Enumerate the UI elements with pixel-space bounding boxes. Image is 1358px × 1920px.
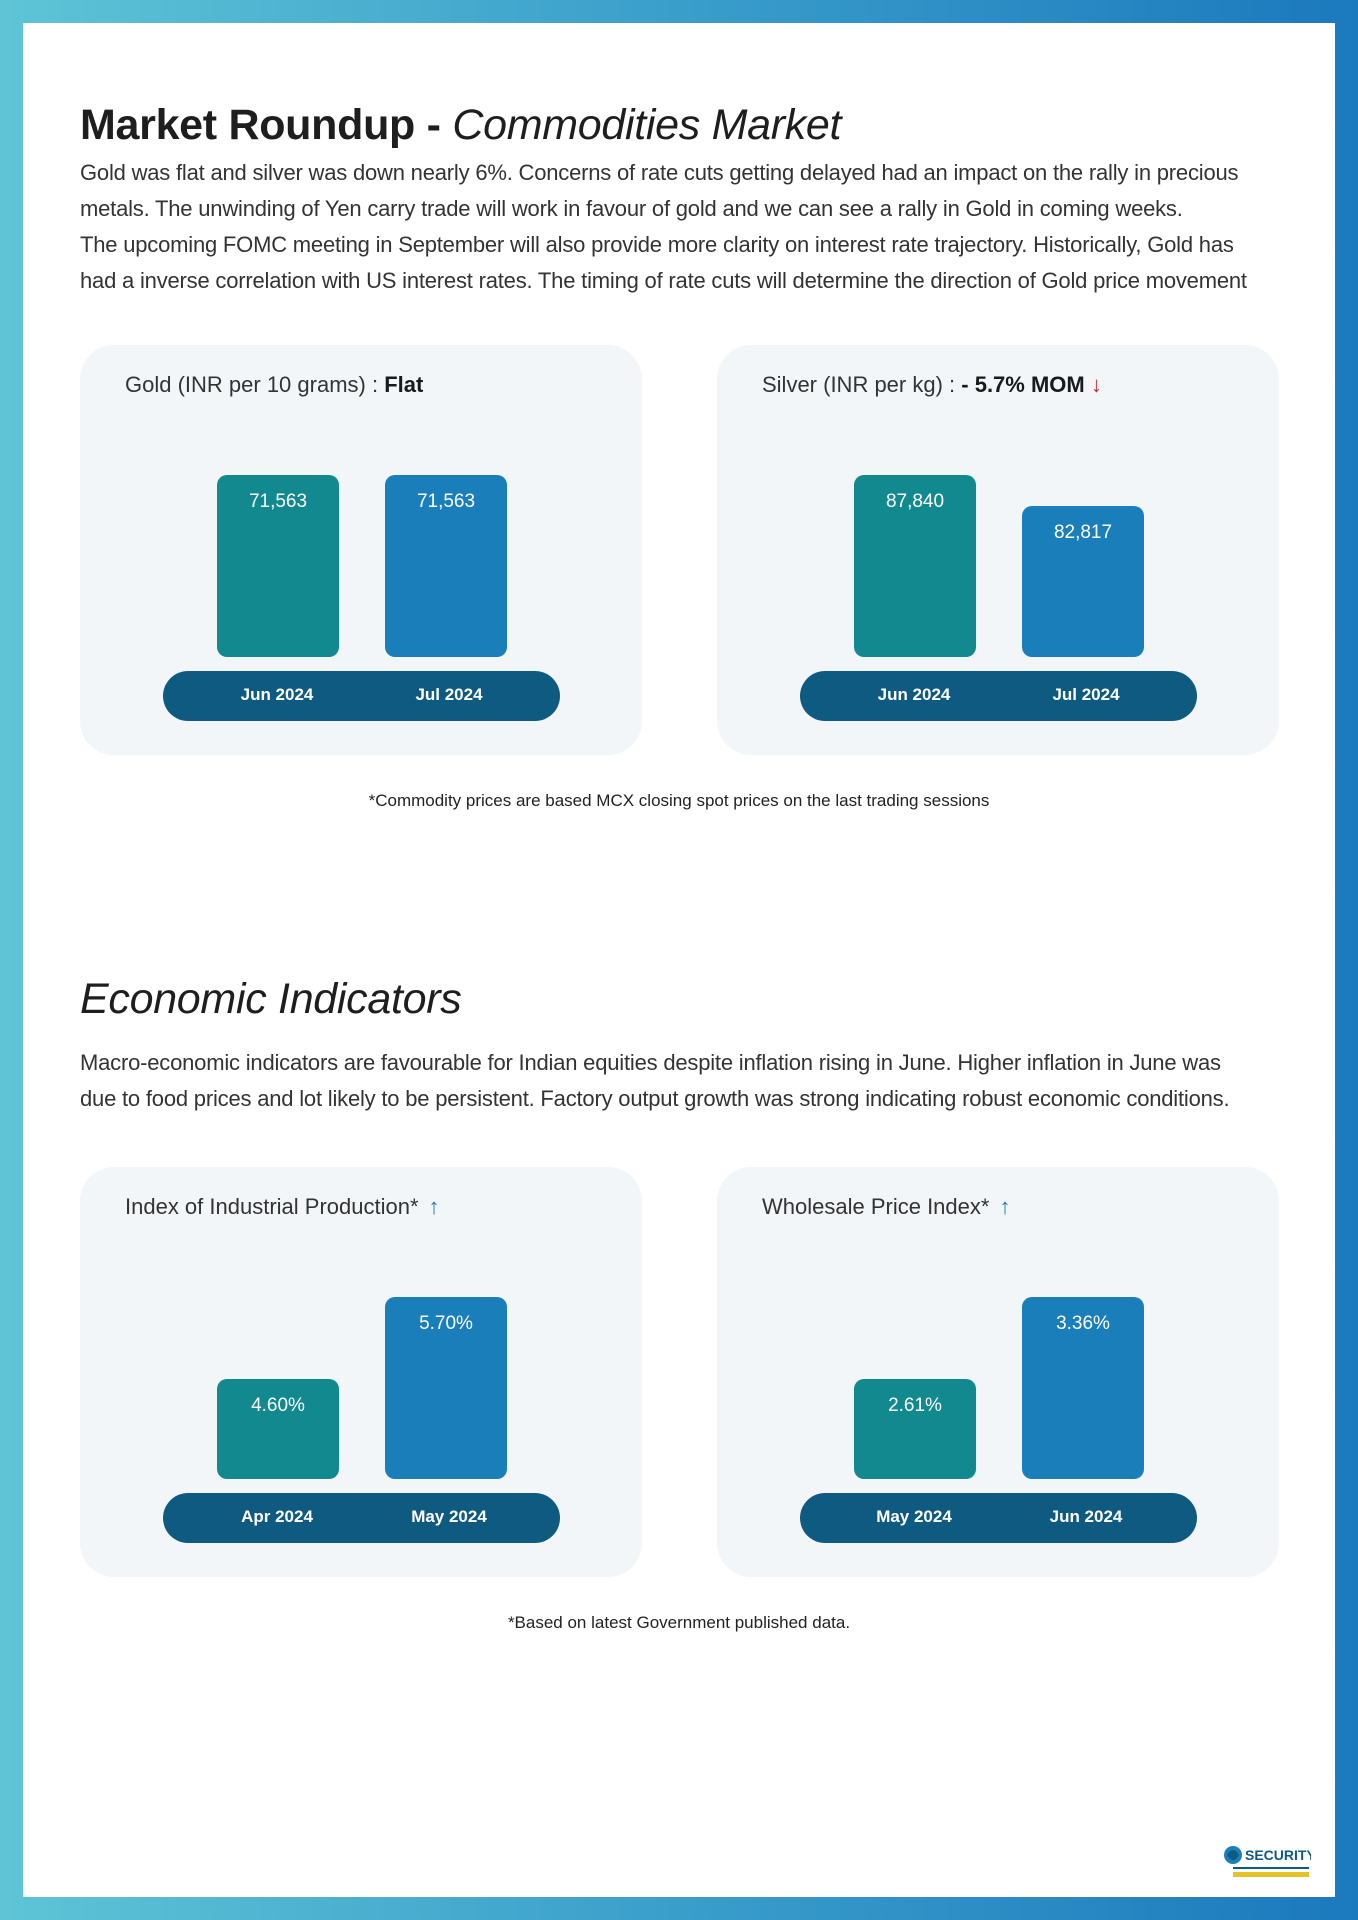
iip-bar-2: 5.70%: [385, 1297, 507, 1479]
paragraph-line: Gold was flat and silver was down nearly…: [80, 160, 1239, 185]
arrow-up-icon: ↑: [428, 1194, 440, 1219]
paragraph-line: Macro-economic indicators are favourable…: [80, 1050, 1221, 1075]
company-logo: SECURITY: [1223, 1841, 1316, 1883]
wpi-card: Wholesale Price Index* ↑ 2.61% 3.36% May 20…: [717, 1167, 1279, 1577]
iip-bar-value-label: 4.60%: [251, 1395, 305, 1416]
gold-bar-1: 71,563: [217, 475, 339, 657]
gold-category-label: Jul 2024: [415, 685, 483, 704]
gold-chart: 71,563 71,563 Jun 2024 Jul 2024: [80, 345, 642, 755]
iip-category-label: May 2024: [411, 1507, 487, 1526]
silver-bar-2: 82,817: [1022, 506, 1144, 657]
gold-status: Flat: [384, 372, 424, 397]
silver-status: - 5.7% MOM: [961, 372, 1085, 397]
wpi-chart: 2.61% 3.36% May 2024 Jun 2024: [717, 1167, 1279, 1577]
wpi-category-label: Jun 2024: [1049, 1507, 1123, 1526]
wpi-card-title: Wholesale Price Index* ↑: [762, 1191, 1010, 1223]
silver-card-title: Silver (INR per kg) : - 5.7% MOM ↓: [762, 369, 1102, 401]
economic-heading: Economic Indicators: [80, 975, 462, 1023]
wpi-category-axis: May 2024 Jun 2024: [800, 1493, 1197, 1543]
wpi-bar-1: 2.61%: [854, 1379, 976, 1479]
gold-bar-2: 71,563: [385, 475, 507, 657]
silver-card: Silver (INR per kg) : - 5.7% MOM ↓ 87,84…: [717, 345, 1279, 755]
iip-card: Index of Industrial Production* ↑ 4.60% 5.…: [80, 1167, 642, 1577]
iip-category-label: Apr 2024: [241, 1507, 313, 1526]
gold-card: Gold (INR per 10 grams) : Flat 71,563 71,…: [80, 345, 642, 755]
report-page: Market Roundup - Commodities Market Gold…: [23, 23, 1335, 1897]
silver-category-label: Jun 2024: [877, 685, 951, 704]
paragraph-line: The upcoming FOMC meeting in September w…: [80, 232, 1234, 257]
silver-bar-value-label: 82,817: [1053, 522, 1113, 543]
wpi-bar-2: 3.36%: [1022, 1297, 1144, 1479]
iip-bar-value-label: 5.70%: [419, 1313, 473, 1334]
arrow-up-icon: ↑: [999, 1194, 1011, 1219]
paragraph-line: due to food prices and lot likely to be …: [80, 1086, 1230, 1111]
silver-category-axis: Jun 2024 Jul 2024: [800, 671, 1197, 721]
silver-chart: 87,840 82,817 Jun 2024 Jul 2024: [717, 345, 1279, 755]
svg-text:SECURITY: SECURITY: [1245, 1847, 1311, 1863]
gold-category-label: Jun 2024: [240, 685, 314, 704]
economic-footnote: *Based on latest Government published da…: [507, 1613, 851, 1632]
gold-bar-value-label: 71,563: [248, 491, 308, 512]
wpi-category-label: May 2024: [876, 1507, 952, 1526]
heading-bold-part: Market Roundup -: [80, 101, 453, 149]
economic-paragraph: Macro-economic indicators are favourable…: [80, 1045, 1320, 1117]
silver-title-text: Silver (INR per kg) :: [762, 372, 962, 397]
wpi-bar-value-label: 3.36%: [1056, 1313, 1110, 1334]
iip-card-title: Index of Industrial Production* ↑: [125, 1191, 440, 1223]
silver-bar-value-label: 87,840: [885, 491, 945, 512]
paragraph-line: metals. The unwinding of Yen carry trade…: [80, 196, 1183, 221]
wpi-bar-value-label: 2.61%: [888, 1395, 942, 1416]
gold-bar-value-label: 71,563: [416, 491, 476, 512]
iip-bar-1: 4.60%: [217, 1379, 339, 1479]
commodities-paragraph: Gold was flat and silver was down nearly…: [80, 155, 1320, 299]
iip-chart: 4.60% 5.70% Apr 2024 May 2024: [80, 1167, 642, 1577]
iip-category-axis: Apr 2024 May 2024: [163, 1493, 560, 1543]
silver-bar-1: 87,840: [854, 475, 976, 657]
heading-italic-part: Commodities Market: [452, 101, 842, 149]
iip-title-text: Index of Industrial Production*: [125, 1194, 419, 1219]
gold-title-text: Gold (INR per 10 grams) :: [125, 372, 385, 397]
silver-category-label: Jul 2024: [1052, 685, 1120, 704]
commodities-heading: Market Roundup - Commodities Market: [80, 97, 842, 153]
paragraph-line: had a inverse correlation with US intere…: [80, 268, 1247, 293]
arrow-down-icon: ↓: [1090, 372, 1102, 397]
gold-category-axis: Jun 2024 Jul 2024: [163, 671, 560, 721]
commodities-footnote: *Commodity prices are based MCX closing …: [368, 791, 990, 810]
wpi-title-text: Wholesale Price Index*: [762, 1194, 990, 1219]
gold-card-title: Gold (INR per 10 grams) : Flat: [125, 369, 423, 401]
logo-mark-icon: SECURITY: [1224, 1846, 1316, 1877]
